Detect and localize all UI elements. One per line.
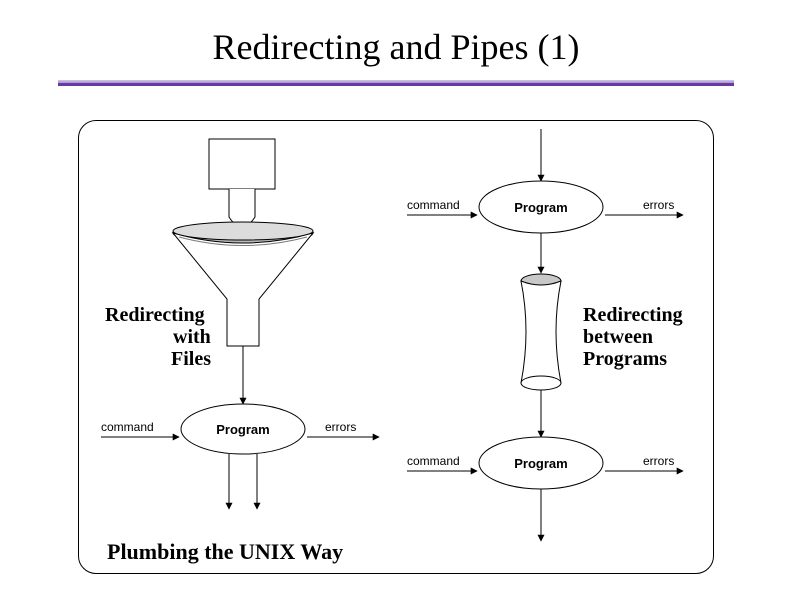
title-rule-dark (58, 83, 734, 86)
right-program-top-label: Program (514, 200, 567, 215)
right-heading-l1: Redirecting (583, 304, 683, 326)
file-source-icon (209, 139, 275, 227)
left-command-label: command (101, 420, 154, 434)
right-bottom-errors-label: errors (643, 454, 674, 468)
right-heading-l3: Programs (583, 348, 667, 370)
right-top-errors-label: errors (643, 198, 674, 212)
diagram-panel: Redirecting with Files Program command e… (78, 120, 714, 574)
right-program-bottom-label: Program (514, 456, 567, 471)
left-heading-l1: Redirecting (105, 304, 205, 326)
left-heading-l3: Files (171, 348, 211, 370)
diagram-caption: Plumbing the UNIX Way (107, 539, 343, 564)
diagram-svg: Redirecting with Files Program command e… (79, 121, 715, 575)
right-bottom-command-label: command (407, 454, 460, 468)
right-heading-l2: between (583, 326, 653, 348)
left-heading-l2: with (173, 326, 211, 348)
right-top-command-label: command (407, 198, 460, 212)
left-errors-label: errors (325, 420, 356, 434)
pipe-connector-icon (521, 274, 561, 390)
slide-title: Redirecting and Pipes (1) (0, 26, 792, 68)
left-program-label: Program (216, 422, 269, 437)
